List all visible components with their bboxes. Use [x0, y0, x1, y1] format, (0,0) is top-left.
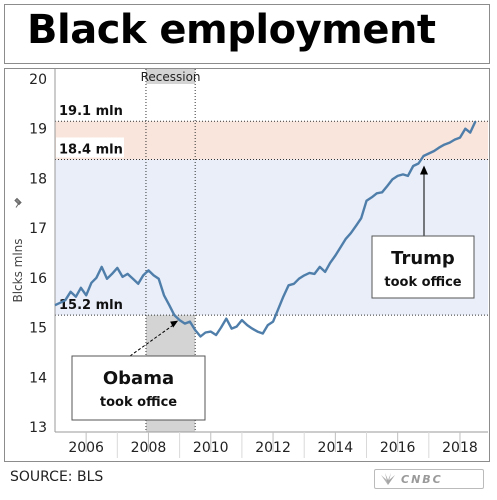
level-label: 15.2 mln [59, 298, 123, 313]
x-tick-label: 2008 [131, 440, 167, 456]
y-tick-label: 14 [29, 370, 47, 386]
logo-text: CNBC [401, 472, 443, 486]
x-tick-label: 2010 [193, 440, 229, 456]
title-box: Black employment [4, 4, 490, 64]
obama-box [71, 355, 206, 421]
x-tick-label: 2012 [255, 440, 291, 456]
trump-subtitle: took office [384, 275, 461, 290]
obama-arrow-line [129, 323, 176, 357]
y-tick-label: 17 [29, 221, 47, 237]
recession-label: Recession [141, 70, 201, 84]
y-tick-label: 18 [29, 171, 47, 187]
x-tick-label: 2006 [68, 440, 104, 456]
level-label: 18.4 mln [59, 143, 123, 158]
trump-arrow-head [420, 165, 428, 175]
y-axis-label: Blcks mlns [11, 238, 25, 302]
source-note: SOURCE: BLS [10, 469, 104, 485]
obama-arrow-head [170, 320, 179, 328]
obama-subtitle: took office [100, 395, 177, 410]
cnbc-logo: CNBC [374, 469, 484, 489]
y-tick-label: 15 [29, 321, 47, 337]
y-tick-label: 16 [29, 271, 47, 287]
x-tick-label: 2016 [380, 440, 416, 456]
x-tick-label: 2018 [442, 440, 478, 456]
level-label: 19.1 mln [59, 104, 123, 119]
y-tick-label: 20 [29, 72, 47, 88]
pin-icon [14, 197, 22, 208]
y-tick-label: 19 [29, 122, 47, 138]
chart-title: Black employment [27, 7, 436, 53]
level-label-bg [56, 137, 124, 158]
employment-line [54, 120, 477, 338]
recession-top-band [145, 69, 196, 84]
y-tick-label: 13 [29, 420, 47, 436]
trump-box [371, 235, 475, 299]
peacock-icon [381, 473, 395, 485]
trump-band [55, 121, 488, 160]
trump-title: Trump [391, 248, 455, 269]
x-tick-label: 2014 [318, 440, 354, 456]
obama-title: Obama [103, 368, 174, 389]
